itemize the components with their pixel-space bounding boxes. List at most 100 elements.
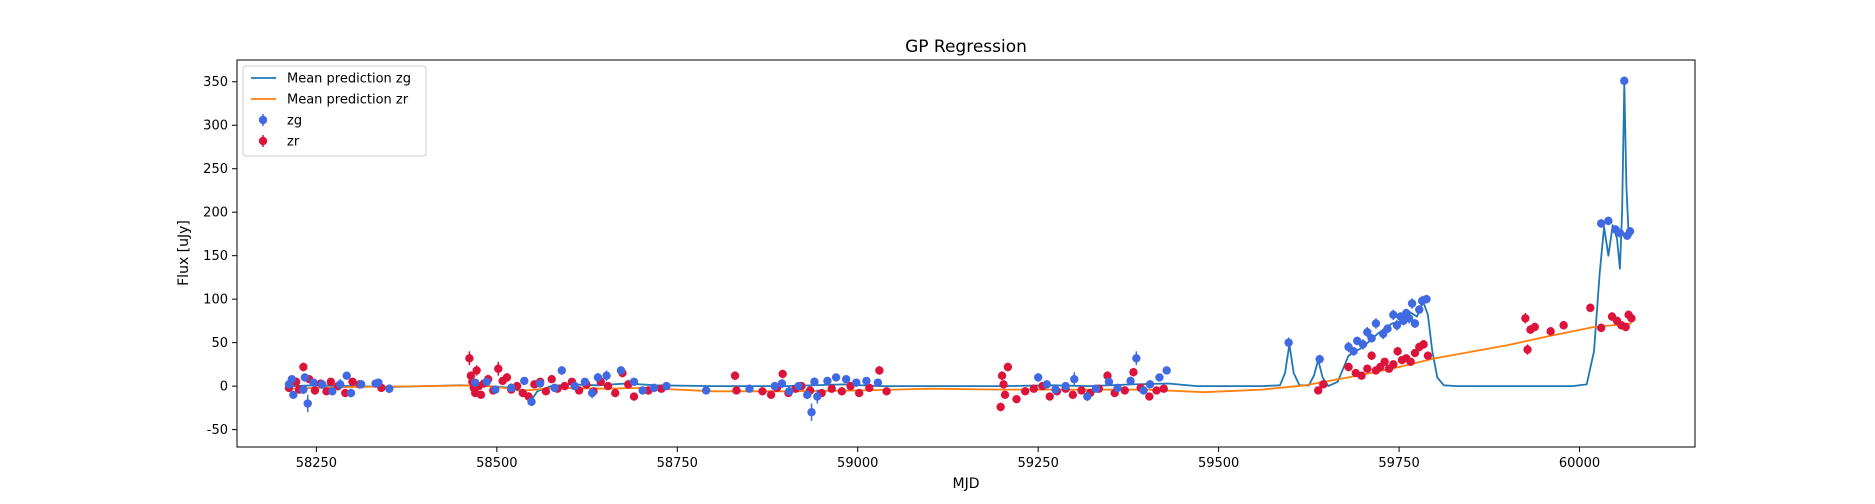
data-point	[852, 378, 861, 387]
data-point	[841, 374, 851, 384]
data-point	[1012, 394, 1021, 404]
data-point	[491, 385, 500, 394]
data-point	[629, 392, 639, 401]
data-point	[535, 379, 545, 388]
data-point	[1423, 351, 1433, 360]
data-point	[1077, 386, 1086, 395]
data-point	[1380, 357, 1389, 366]
data-point	[1371, 319, 1381, 328]
data-point	[317, 380, 327, 389]
data-point	[1615, 228, 1625, 238]
data-point	[303, 399, 312, 408]
y-tick-label: 250	[203, 162, 228, 177]
data-point	[1389, 310, 1398, 320]
x-tick-label: 59750	[1378, 456, 1419, 471]
data-point	[1033, 373, 1043, 382]
data-point	[507, 383, 516, 393]
data-point	[1020, 387, 1030, 396]
data-point	[557, 366, 567, 375]
data-point	[794, 381, 803, 391]
data-point	[1546, 327, 1555, 336]
data-point	[1627, 314, 1636, 323]
y-tick-label: 350	[203, 75, 228, 90]
data-point	[1314, 386, 1323, 395]
legend-entry-label: zr	[287, 135, 300, 150]
data-point	[823, 376, 832, 386]
data-point	[616, 366, 626, 375]
data-point	[287, 374, 297, 384]
legend-entry-label: Mean prediction zr	[287, 93, 409, 108]
data-point	[299, 385, 308, 394]
data-point	[336, 380, 345, 389]
data-point	[758, 387, 767, 396]
data-point	[766, 390, 776, 400]
legend-entry-label: zg	[287, 114, 302, 129]
observation-points	[284, 76, 1636, 421]
legend-marker-swatch	[258, 115, 268, 125]
series-zg-points	[284, 76, 1635, 421]
data-point	[1404, 314, 1414, 323]
data-point	[1367, 334, 1376, 343]
data-point	[1559, 321, 1568, 330]
data-point	[299, 362, 308, 372]
data-point	[730, 371, 740, 380]
plot-area	[284, 76, 1636, 421]
data-point	[1415, 305, 1424, 314]
data-point	[1596, 219, 1606, 228]
data-point	[875, 366, 884, 375]
data-point	[322, 387, 331, 396]
data-point	[470, 378, 480, 387]
data-point	[1319, 380, 1328, 389]
data-point	[1132, 354, 1141, 363]
data-point	[813, 392, 822, 401]
data-point	[745, 384, 754, 393]
data-point	[547, 374, 556, 384]
data-point	[1003, 362, 1013, 372]
data-point	[1406, 357, 1415, 366]
data-point	[326, 377, 336, 386]
data-point	[602, 371, 611, 380]
data-point	[1113, 383, 1122, 393]
data-point	[1393, 347, 1402, 356]
data-point	[1521, 314, 1530, 323]
data-point	[1045, 392, 1054, 401]
data-point	[649, 383, 659, 393]
data-point	[385, 384, 394, 393]
data-point	[1042, 380, 1052, 389]
data-point	[465, 354, 474, 363]
data-point	[1083, 392, 1092, 401]
data-point	[1145, 380, 1155, 389]
data-point	[778, 369, 787, 379]
data-point	[374, 378, 383, 387]
data-point	[1315, 354, 1324, 364]
y-axis-label: Flux [uJy]	[176, 220, 192, 286]
data-point	[1530, 322, 1539, 332]
data-point	[1349, 347, 1358, 356]
data-point	[1596, 323, 1606, 333]
x-tick-label: 59500	[1198, 456, 1239, 471]
x-axis-ticks: 58250 58500 58750 59000 59250 59500 59750 60000	[296, 447, 1600, 471]
x-axis-label: MJD	[953, 476, 980, 492]
x-tick-label: 58250	[296, 456, 337, 471]
data-point	[1000, 390, 1010, 400]
data-point	[1419, 340, 1428, 349]
y-tick-label: 150	[203, 249, 228, 264]
data-point	[1029, 384, 1039, 393]
data-point	[1145, 392, 1154, 401]
data-point	[1284, 338, 1293, 347]
data-point	[827, 384, 836, 393]
data-point	[1129, 368, 1138, 377]
data-point	[494, 364, 503, 373]
data-point	[472, 366, 481, 375]
data-point	[1070, 374, 1079, 384]
legend-marker-swatch	[258, 136, 268, 146]
data-point	[1126, 376, 1135, 386]
data-point	[882, 387, 891, 396]
legend: Mean prediction zg Mean prediction zr zg zr	[242, 65, 427, 157]
data-point	[1604, 216, 1613, 226]
data-point	[1091, 384, 1101, 393]
data-point	[1159, 384, 1168, 393]
y-tick-label: 300	[203, 119, 228, 134]
data-point	[803, 390, 812, 400]
data-point	[520, 376, 529, 386]
